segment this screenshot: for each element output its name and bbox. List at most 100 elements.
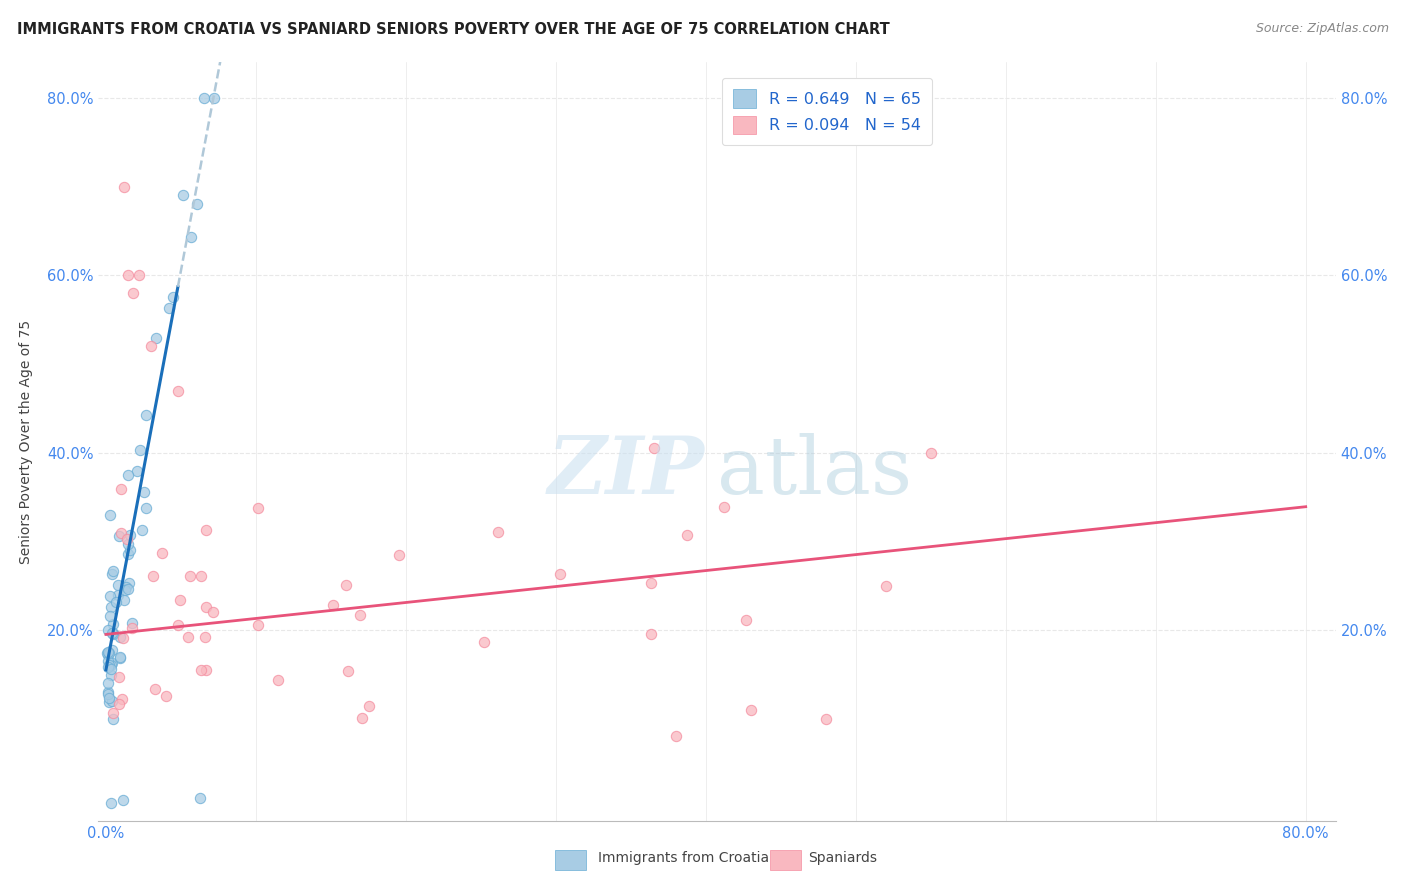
Point	[142, 568, 165, 582]
Point	[114, 580, 136, 594]
Point	[131, 523, 153, 537]
Point	[359, 698, 381, 713]
Point	[335, 578, 357, 592]
Legend: R = 0.649   N = 65, R = 0.094   N = 54: R = 0.649 N = 65, R = 0.094 N = 54	[723, 78, 932, 145]
Point	[193, 91, 215, 105]
Point	[121, 615, 143, 630]
Point	[734, 613, 756, 627]
Point	[814, 712, 837, 726]
Point	[246, 618, 269, 632]
Point	[194, 630, 217, 644]
Point	[108, 630, 131, 644]
Point	[117, 268, 139, 283]
Point	[121, 621, 143, 635]
Point	[713, 500, 735, 514]
Point	[110, 482, 132, 496]
Point	[267, 673, 290, 688]
Point	[167, 384, 190, 398]
Point	[111, 631, 134, 645]
Point	[640, 627, 662, 641]
Point	[101, 566, 124, 581]
Point	[97, 623, 120, 637]
Point	[101, 626, 124, 640]
Point	[740, 703, 762, 717]
Y-axis label: Seniors Poverty Over the Age of 75: Seniors Poverty Over the Age of 75	[20, 319, 34, 564]
Point	[920, 445, 942, 459]
Point	[122, 285, 145, 300]
Point	[108, 529, 131, 543]
Point	[145, 331, 167, 345]
Point	[108, 651, 131, 665]
Point	[97, 687, 120, 701]
Point	[100, 668, 122, 682]
Point	[108, 697, 131, 711]
Text: atlas: atlas	[717, 433, 912, 511]
Point	[188, 791, 211, 805]
Point	[202, 91, 225, 105]
Point	[117, 532, 139, 546]
Point	[108, 650, 131, 665]
Point	[96, 676, 118, 690]
Point	[388, 548, 411, 562]
Point	[114, 582, 136, 597]
Point	[349, 608, 371, 623]
Point	[202, 606, 225, 620]
Point	[128, 268, 150, 283]
Point	[96, 647, 118, 661]
Point	[101, 712, 124, 726]
Point	[139, 339, 162, 353]
Point	[98, 590, 121, 604]
Point	[97, 654, 120, 668]
Point	[194, 600, 217, 615]
Point	[111, 793, 134, 807]
Point	[117, 537, 139, 551]
Point	[166, 617, 188, 632]
Point	[118, 543, 141, 558]
Point	[162, 290, 184, 304]
Point	[190, 569, 212, 583]
Point	[111, 691, 134, 706]
Point	[190, 663, 212, 677]
Point	[117, 547, 139, 561]
Point	[97, 660, 120, 674]
Point	[98, 609, 121, 624]
Point	[98, 658, 121, 673]
Point	[101, 706, 124, 720]
Point	[101, 616, 124, 631]
Point	[194, 523, 217, 537]
Point	[640, 576, 662, 591]
Point	[110, 525, 132, 540]
Point	[486, 525, 509, 540]
Point	[101, 694, 124, 708]
Text: IMMIGRANTS FROM CROATIA VS SPANIARD SENIORS POVERTY OVER THE AGE OF 75 CORRELATI: IMMIGRANTS FROM CROATIA VS SPANIARD SENI…	[17, 22, 890, 37]
Point	[101, 626, 124, 640]
Point	[177, 630, 200, 644]
Point	[117, 467, 139, 482]
Point	[112, 179, 135, 194]
Point	[135, 408, 157, 422]
Point	[135, 501, 157, 516]
Point	[179, 569, 201, 583]
Point	[98, 646, 121, 660]
Point	[125, 464, 148, 478]
Point	[143, 681, 166, 696]
Point	[105, 595, 128, 609]
Point	[100, 508, 122, 522]
Point	[107, 578, 129, 592]
Point	[643, 442, 665, 456]
Point	[101, 627, 124, 641]
Point	[875, 579, 897, 593]
Point	[97, 648, 120, 662]
Point	[117, 582, 139, 596]
Point	[97, 645, 120, 659]
Text: Source: ZipAtlas.com: Source: ZipAtlas.com	[1256, 22, 1389, 36]
Point	[100, 662, 122, 676]
Point	[352, 710, 374, 724]
Text: Immigrants from Croatia: Immigrants from Croatia	[598, 851, 769, 865]
Point	[112, 593, 135, 607]
Point	[100, 796, 122, 810]
Point	[180, 230, 202, 244]
Point	[157, 301, 180, 315]
Point	[150, 546, 173, 560]
Point	[118, 576, 141, 591]
